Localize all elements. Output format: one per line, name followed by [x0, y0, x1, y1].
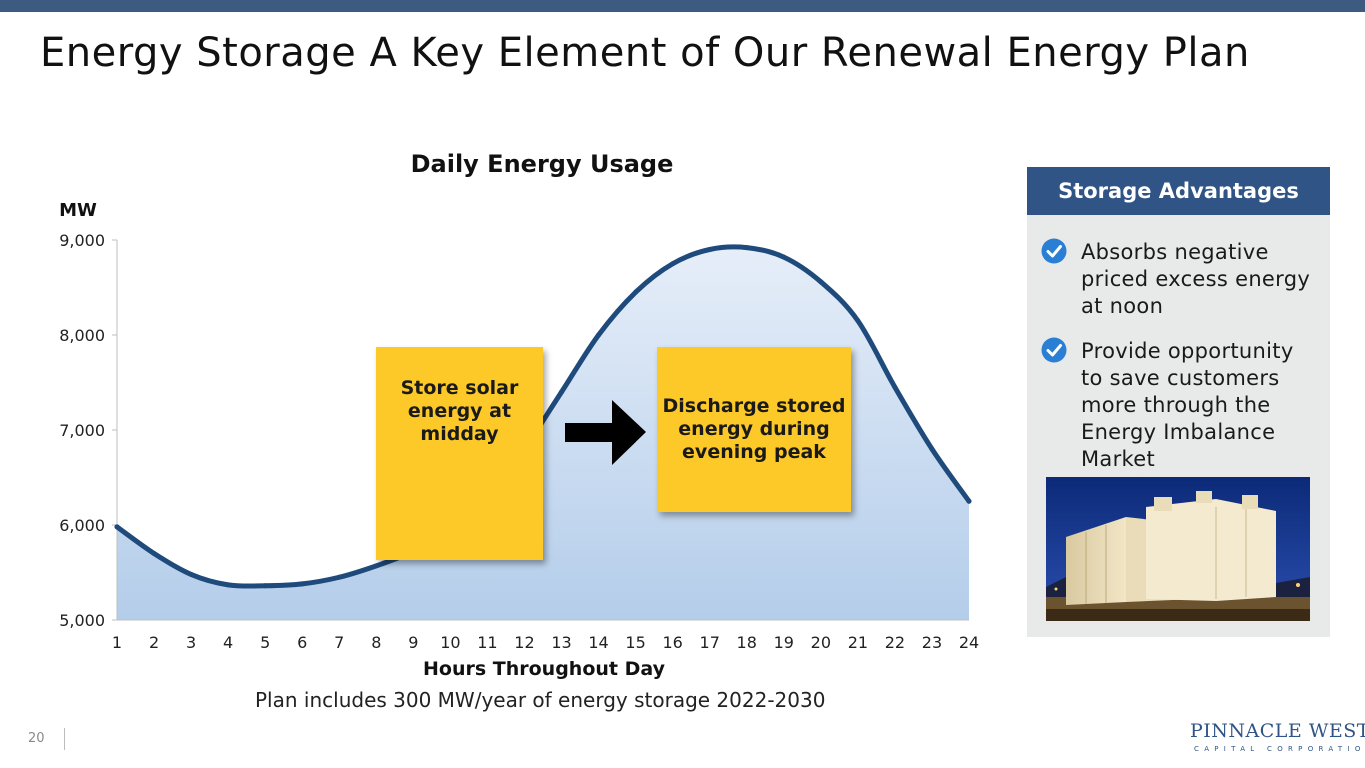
- data-point: [262, 583, 268, 589]
- slide-title: Energy Storage A Key Element of Our Rene…: [40, 30, 1250, 76]
- advantage-text: Absorbs negative priced excess energy at…: [1081, 240, 1311, 318]
- arrow-right-icon: [565, 400, 646, 465]
- y-tick-label: 6,000: [59, 516, 105, 535]
- x-tick-label: 20: [811, 633, 831, 652]
- logo-name: PINNACLE WEST: [1190, 720, 1365, 742]
- top-accent-bar: [0, 0, 1365, 12]
- x-tick-label: 3: [186, 633, 196, 652]
- data-point: [966, 498, 972, 504]
- x-tick-label: 14: [588, 633, 608, 652]
- y-tick-label: 8,000: [59, 326, 105, 345]
- x-tick-label: 7: [334, 633, 344, 652]
- data-point: [151, 551, 157, 556]
- data-point: [892, 384, 898, 390]
- data-point: [707, 247, 713, 252]
- x-tick-label: 4: [223, 633, 233, 652]
- panel-header: Storage Advantages: [1027, 167, 1330, 215]
- data-point: [781, 254, 787, 260]
- y-axis-label: MW: [59, 200, 97, 221]
- battery-storage-photo: [1046, 477, 1310, 621]
- check-circle-icon: [1041, 337, 1067, 363]
- x-tick-label: 6: [297, 633, 307, 652]
- x-tick-label: 21: [848, 633, 868, 652]
- y-ticks: 5,000 6,000 7,000 8,000 9,000: [59, 231, 117, 630]
- data-point: [929, 446, 935, 452]
- y-tick-label: 7,000: [59, 421, 105, 440]
- check-circle-icon: [1041, 238, 1067, 264]
- storage-advantages-panel: Storage Advantages Absorbs negative pric…: [1027, 167, 1330, 637]
- advantage-item: Absorbs negative priced excess energy at…: [1041, 238, 1311, 320]
- data-point: [299, 581, 305, 587]
- x-tick-label: 16: [662, 633, 682, 652]
- discharge-callout: Discharge stored energy during evening p…: [657, 347, 851, 512]
- data-point: [336, 574, 342, 580]
- data-point: [596, 332, 602, 338]
- x-tick-label: 15: [625, 633, 645, 652]
- data-point: [633, 289, 639, 295]
- x-tick-label: 2: [149, 633, 159, 652]
- chart-title: Daily Energy Usage: [411, 150, 674, 178]
- logo-subtitle: CAPITAL CORPORATION: [1194, 745, 1365, 753]
- store-solar-callout: Store solar energy at midday: [376, 347, 543, 560]
- x-tick-label: 23: [922, 633, 942, 652]
- x-tick-label: 1: [112, 633, 122, 652]
- x-axis-label: Hours Throughout Day: [423, 658, 666, 680]
- x-tick-label: 17: [700, 633, 720, 652]
- daily-energy-usage-chart: Daily Energy Usage MW Hours Throughout D…: [59, 150, 979, 680]
- advantage-item: Provide opportunity to save customers mo…: [1041, 337, 1311, 473]
- x-tick-label: 12: [514, 633, 534, 652]
- x-tick-label: 11: [477, 633, 497, 652]
- company-logo: PINNACLE WEST CAPITAL CORPORATION: [1180, 720, 1365, 760]
- data-point: [114, 524, 120, 530]
- x-tick-label: 9: [408, 633, 418, 652]
- data-point: [559, 389, 565, 395]
- usage-area-fill: [117, 246, 969, 620]
- page-separator: [64, 728, 65, 750]
- data-point: [188, 571, 194, 577]
- x-tick-label: 22: [885, 633, 905, 652]
- x-tick-label: 18: [737, 633, 757, 652]
- data-point: [225, 582, 231, 588]
- advantage-text: Provide opportunity to save customers mo…: [1081, 339, 1294, 471]
- x-tick-label: 5: [260, 633, 270, 652]
- x-tick-label: 8: [371, 633, 381, 652]
- data-point: [744, 245, 750, 251]
- data-point: [818, 279, 824, 285]
- footer-note: Plan includes 300 MW/year of energy stor…: [255, 688, 826, 712]
- data-point: [855, 318, 861, 324]
- data-point: [670, 261, 676, 267]
- x-ticks: 1 2 3 4 5 6 7 8 9 10 11 12 13 14 15 16 17 18 19 20 21 22 23 24: [112, 633, 979, 652]
- data-point: [373, 563, 379, 569]
- x-tick-label: 24: [959, 633, 979, 652]
- x-tick-label: 13: [551, 633, 571, 652]
- page-number: 20: [28, 731, 45, 746]
- x-tick-label: 10: [440, 633, 460, 652]
- x-tick-label: 19: [774, 633, 794, 652]
- y-tick-label: 5,000: [59, 611, 105, 630]
- y-tick-label: 9,000: [59, 231, 105, 250]
